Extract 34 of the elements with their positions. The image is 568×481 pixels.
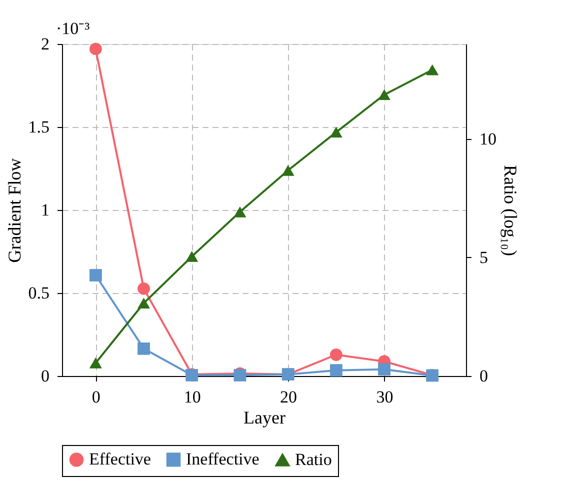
point (90, 42, 102, 56)
x-tick-label: 0 (92, 388, 100, 406)
point (378, 89, 390, 100)
point (378, 363, 390, 376)
x-axis-title: Layer (244, 408, 286, 428)
x-tick-label: 30 (376, 388, 394, 406)
text: ·10⁻³ (56, 19, 90, 38)
point (138, 282, 150, 295)
y-tick-label: 2 (41, 34, 50, 54)
legend-label: Effective (89, 450, 151, 469)
y2-axis-title: Ratio (log₁₀) (500, 164, 520, 256)
point (90, 269, 102, 282)
point (186, 251, 198, 262)
legend-label: Ineffective (186, 450, 260, 469)
y-axis-title: Gradient Flow (4, 158, 24, 263)
point (330, 364, 342, 376)
y2-tick-label: 0 (480, 366, 488, 386)
y-tick-label: 1.5 (28, 118, 50, 136)
x-tick-label: 20 (280, 388, 298, 406)
y2-tick-label: 5 (480, 248, 488, 267)
point (138, 342, 150, 355)
point (282, 165, 294, 176)
point (90, 358, 102, 368)
point (426, 64, 438, 76)
legend-label: Ratio (295, 450, 332, 470)
y-tick-label: 1 (41, 200, 50, 220)
point (330, 348, 342, 361)
point (330, 126, 342, 138)
x-tick-label: 10 (184, 388, 201, 406)
y-tick-label: 0.5 (28, 284, 50, 302)
point (234, 206, 246, 218)
point (138, 298, 150, 308)
y2-tick-label: 10 (480, 129, 496, 148)
y-tick-label: 0 (41, 366, 50, 386)
